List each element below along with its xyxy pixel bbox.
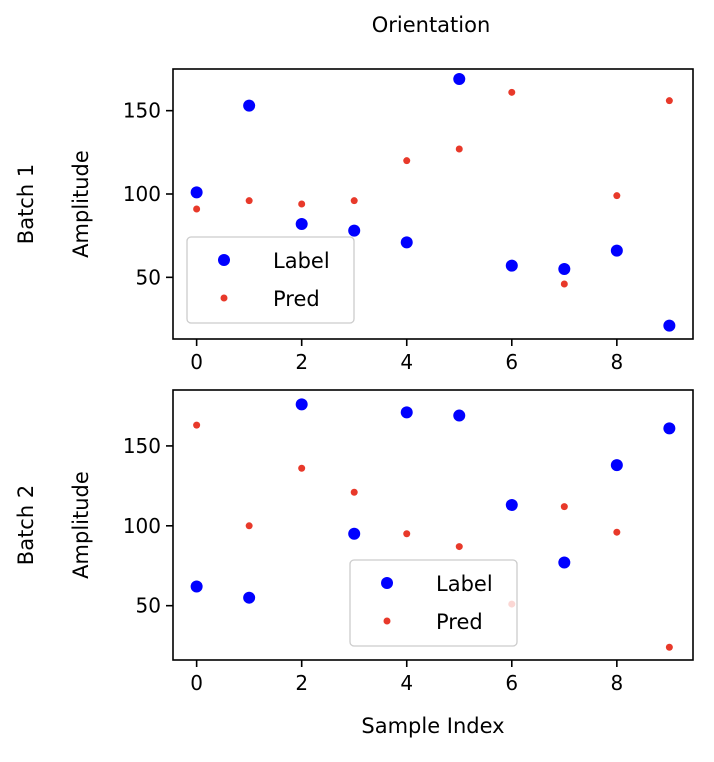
point-pred-5 (455, 145, 463, 153)
point-pred-5 (455, 543, 463, 551)
x-axis-label: Sample Index (361, 714, 504, 738)
legend-label-pred: Pred (436, 610, 483, 634)
legend-marker-pred (220, 294, 228, 302)
point-label-1 (243, 99, 256, 112)
x-tick-label: 4 (400, 671, 413, 695)
point-pred-4 (403, 157, 411, 165)
x-tick-label: 8 (610, 671, 623, 695)
x-tick-label: 6 (505, 350, 518, 374)
axes-frame (172, 68, 694, 340)
figure-title: Orientation (372, 13, 491, 37)
row-label: Batch 2 (14, 485, 38, 565)
point-label-5 (453, 409, 466, 422)
point-pred-2 (298, 464, 306, 472)
x-tick-label: 6 (505, 671, 518, 695)
y-tick-label: 50 (136, 265, 161, 289)
point-pred-9 (665, 643, 673, 651)
point-pred-3 (350, 197, 358, 205)
x-tick-label: 4 (400, 350, 413, 374)
legend: Label Pred (186, 236, 355, 324)
point-label-0 (190, 186, 203, 199)
y-tick-label: 150 (123, 99, 161, 123)
point-pred-6 (508, 88, 516, 96)
point-label-2 (295, 218, 308, 230)
y-axis-label: Amplitude (69, 471, 93, 579)
point-pred-3 (350, 488, 358, 496)
point-label-8 (610, 244, 623, 257)
point-label-2 (295, 398, 308, 411)
point-label-3 (348, 224, 361, 237)
legend-label-label: Label (436, 572, 493, 596)
subplot-1: 0 2 4 6 8 50 100 150 Amplitude Batch 1 Label Pred (14, 68, 694, 374)
legend-marker-label (218, 254, 230, 266)
point-pred-0 (193, 421, 201, 429)
x-tick-label: 2 (295, 671, 308, 695)
point-pred-4 (403, 530, 411, 538)
subplots: 0 2 4 6 8 50 100 150 Amplitude Batch 1 Label Pred 0 2… (14, 68, 694, 695)
legend: Label Pred (349, 559, 518, 647)
point-pred-7 (560, 280, 568, 288)
point-label-4 (400, 236, 413, 249)
y-tick-label: 150 (123, 434, 161, 458)
point-pred-8 (613, 192, 621, 200)
series-label (190, 398, 676, 604)
legend-label-pred: Pred (273, 287, 320, 311)
point-label-6 (505, 499, 518, 512)
point-pred-0 (193, 205, 201, 213)
point-label-0 (190, 580, 203, 593)
point-label-6 (505, 259, 518, 272)
point-label-3 (348, 527, 361, 540)
series-pred (193, 88, 673, 288)
point-label-1 (243, 591, 256, 604)
y-axis-label: Amplitude (69, 150, 93, 258)
x-tick-label: 0 (190, 350, 203, 374)
point-label-9 (663, 422, 676, 435)
x-tick-label: 0 (190, 671, 203, 695)
row-label: Batch 1 (14, 164, 38, 244)
legend-marker-pred (383, 617, 391, 625)
y-tick-label: 100 (123, 182, 161, 206)
series-label (190, 73, 676, 332)
point-label-4 (400, 406, 413, 419)
y-tick-label: 100 (123, 514, 161, 538)
point-pred-8 (613, 528, 621, 536)
point-pred-1 (245, 522, 253, 530)
point-label-9 (663, 319, 676, 332)
series-pred (193, 421, 673, 651)
point-pred-9 (665, 97, 673, 105)
point-label-5 (453, 73, 466, 85)
point-pred-7 (560, 503, 568, 511)
x-tick-label: 2 (295, 350, 308, 374)
point-label-8 (610, 459, 623, 472)
point-label-7 (558, 556, 571, 569)
legend-marker-label (381, 577, 393, 589)
x-tick-label: 8 (610, 350, 623, 374)
point-label-7 (558, 263, 571, 275)
point-pred-2 (298, 200, 306, 208)
y-tick-label: 50 (136, 594, 161, 618)
legend-label-label: Label (273, 249, 330, 273)
subplot-2: 0 2 4 6 8 50 100 150 Amplitude Batch 2 Label Pred (14, 389, 694, 695)
point-pred-1 (245, 197, 253, 205)
